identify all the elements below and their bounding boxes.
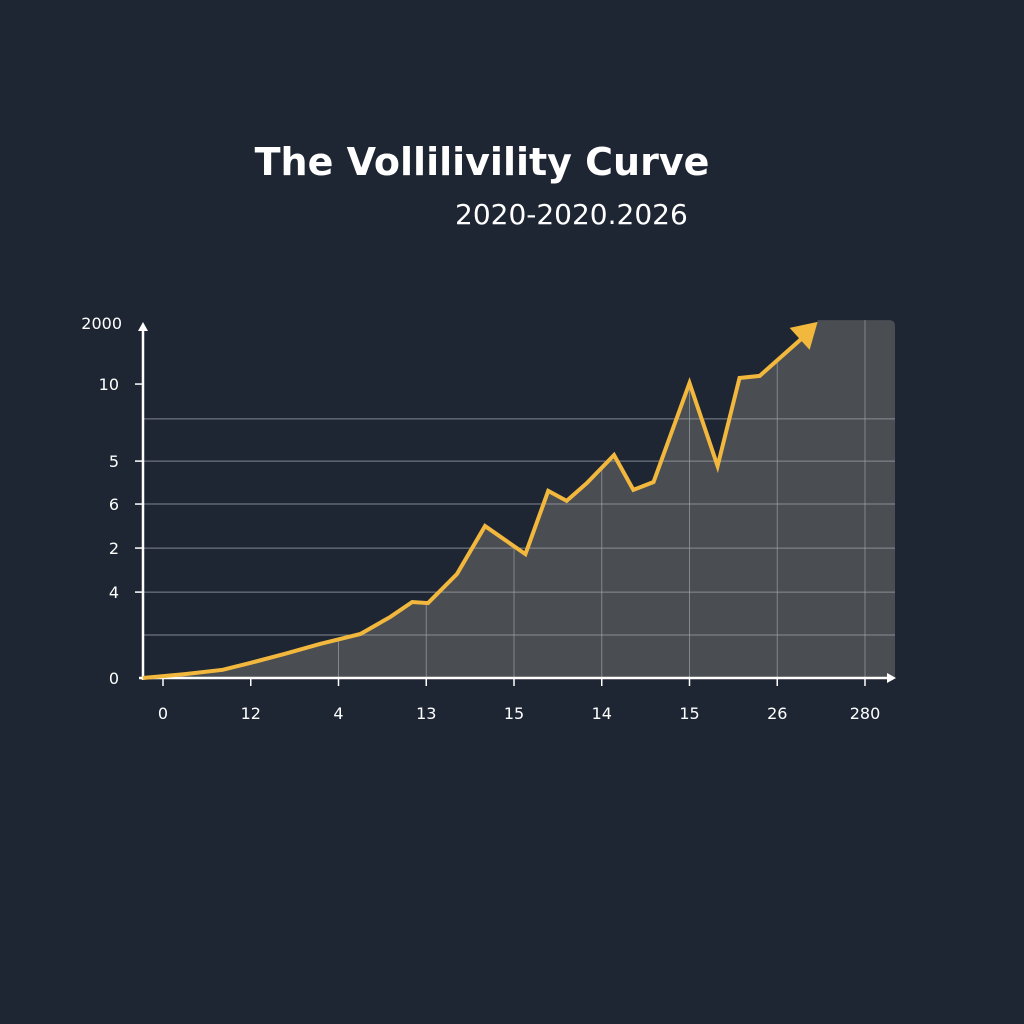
y-axis-arrow xyxy=(138,322,148,331)
x-tick-label: 280 xyxy=(850,704,881,723)
x-tick-label: 14 xyxy=(592,704,612,723)
area-fill xyxy=(142,320,896,678)
x-axis-arrow xyxy=(887,673,896,683)
y-tick-label: 5 xyxy=(109,452,119,471)
chart-subtitle: 2020-2020.2026 xyxy=(455,198,688,231)
x-tick-label: 13 xyxy=(416,704,436,723)
x-tick-label: 4 xyxy=(333,704,343,723)
y-tick-label: 0 xyxy=(109,669,119,688)
x-tick-label: 12 xyxy=(241,704,261,723)
y-tick-label: 4 xyxy=(109,583,119,602)
x-tick-label: 0 xyxy=(158,704,168,723)
x-tick-label: 15 xyxy=(504,704,524,723)
x-tick-label: 15 xyxy=(679,704,699,723)
y-tick-label: 2000 xyxy=(81,314,122,333)
chart-title: The Vollilivility Curve xyxy=(254,140,710,184)
y-tick-label: 10 xyxy=(99,375,119,394)
arrow-head-icon xyxy=(789,321,818,350)
x-tick-label: 26 xyxy=(767,704,787,723)
y-tick-label: 2 xyxy=(109,539,119,558)
y-tick-label: 6 xyxy=(109,495,119,514)
